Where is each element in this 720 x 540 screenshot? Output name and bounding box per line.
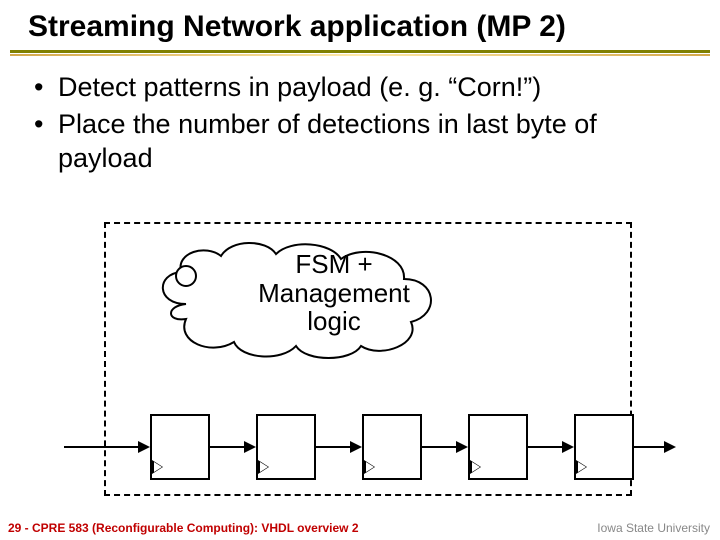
arrow-line (528, 446, 562, 448)
bullet-item: Detect patterns in payload (e. g. “Corn!… (34, 70, 694, 105)
arrow-head-icon (456, 441, 468, 453)
cloud-shape: FSM + Management logic (146, 234, 456, 364)
arrow-head-icon (350, 441, 362, 453)
register (468, 414, 528, 480)
bullet-item: Place the number of detections in last b… (34, 107, 694, 176)
register (574, 414, 634, 480)
arrow-line (64, 446, 138, 448)
register (256, 414, 316, 480)
register (362, 414, 422, 480)
arrow-head-icon (562, 441, 574, 453)
arrow-head-icon (664, 441, 676, 453)
arrow-line (634, 446, 664, 448)
arrow-line (316, 446, 350, 448)
diagram-box: FSM + Management logic (104, 222, 632, 496)
cloud-label: FSM + Management logic (234, 250, 434, 336)
arrow-head-icon (138, 441, 150, 453)
bullet-list: Detect patterns in payload (e. g. “Corn!… (0, 56, 720, 176)
register (150, 414, 210, 480)
footer: 29 - CPRE 583 (Reconfigurable Computing)… (0, 518, 720, 540)
arrow-line (210, 446, 244, 448)
footer-left: 29 - CPRE 583 (Reconfigurable Computing)… (8, 521, 359, 535)
arrow-line (422, 446, 456, 448)
slide-title: Streaming Network application (MP 2) (0, 0, 720, 50)
register-row (106, 414, 630, 486)
arrow-head-icon (244, 441, 256, 453)
footer-right: Iowa State University (597, 521, 710, 535)
